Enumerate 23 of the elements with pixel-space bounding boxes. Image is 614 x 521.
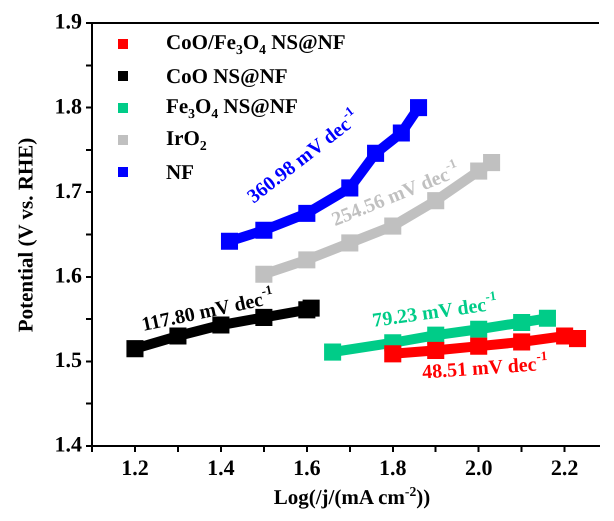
x-tick-label: 2.2 bbox=[550, 454, 578, 480]
annotation: 48.51 mV dec-1 bbox=[421, 348, 548, 384]
x-axis-title: Log(/j/(mA cm$^{-2}$)) bbox=[274, 484, 430, 510]
y-tick-label: 1.8 bbox=[54, 93, 82, 118]
x-tick-label: 1.6 bbox=[293, 454, 321, 480]
annotation: 254.56 mV dec-1 bbox=[328, 155, 458, 231]
legend-label: NF bbox=[166, 160, 194, 184]
x-tick-label: 1.8 bbox=[379, 454, 407, 480]
x-tick-label: 2.0 bbox=[464, 454, 492, 480]
y-tick-label: 1.9 bbox=[54, 8, 82, 34]
y-tick-label: 1.7 bbox=[54, 178, 82, 203]
y-tick-label: 1.4 bbox=[54, 432, 82, 457]
y-tick-label: 1.6 bbox=[54, 262, 82, 288]
legend-label: IrO$_{2}$ bbox=[166, 126, 207, 154]
legend-label: CoO NS@NF bbox=[166, 64, 288, 88]
legend-label: Fe$_{3}$O$_{4}$ NS@NF bbox=[166, 94, 298, 122]
annotation: 117.80 mV dec-1 bbox=[140, 282, 274, 336]
y-axis-title: Potential (V vs. RHE) bbox=[14, 138, 38, 332]
x-tick-label: 1.4 bbox=[207, 454, 235, 480]
y-tick-label: 1.5 bbox=[54, 347, 82, 372]
annotation: 79.23 mV dec-1 bbox=[371, 288, 498, 332]
x-tick-label: 1.2 bbox=[121, 454, 149, 480]
legend-label: CoO/Fe$_{3}$O$_{4}$ NS@NF bbox=[166, 30, 346, 58]
